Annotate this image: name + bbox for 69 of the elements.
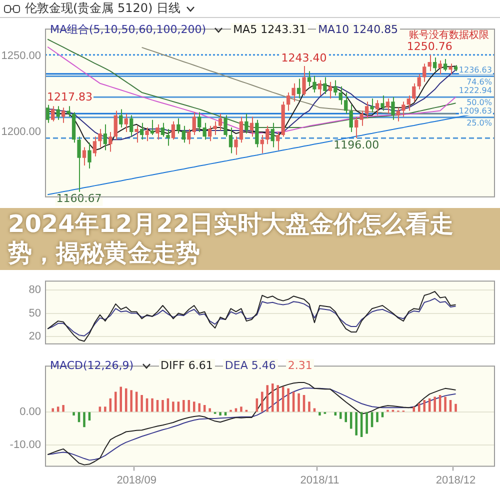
y-tick-label: 50 <box>28 307 41 320</box>
y-tick-label: 0.00 <box>20 406 41 418</box>
y-tick-label: 1250.00 <box>1 50 41 62</box>
bar <box>219 412 222 416</box>
ref-line-label: 1209.63 <box>458 106 492 116</box>
bar <box>261 392 264 412</box>
bar <box>454 404 457 412</box>
bar <box>182 400 185 412</box>
text: DEA 5.46 <box>222 359 278 372</box>
bar <box>350 412 352 429</box>
chart-subtitle: 伦敦金现(贵金属 5120) 日线 <box>25 0 181 17</box>
text: 2024年12月22日实时大盘金价怎么看走势，揭秘黄金走势 <box>0 208 500 270</box>
bar <box>366 412 368 434</box>
bar <box>287 388 290 412</box>
bar <box>444 396 446 412</box>
series-label: 2.31 <box>286 359 314 372</box>
bar <box>130 390 132 412</box>
ref-line-label: 1222.94 <box>458 86 492 96</box>
annotation: 账号没有数据权限 <box>409 29 489 42</box>
bar <box>198 403 200 412</box>
bar <box>240 406 242 412</box>
x-tick-label: 2018/12 <box>436 474 476 486</box>
y-tick-label: 20 <box>28 330 41 343</box>
bar <box>318 412 321 416</box>
bar <box>224 412 227 416</box>
bar <box>151 398 154 412</box>
bar <box>298 393 300 412</box>
y-tick-label: -10.00 <box>10 439 41 452</box>
text: MA10 1240.85 <box>316 23 400 36</box>
x-tick-label: 2018/09 <box>116 474 156 486</box>
bar <box>418 403 420 412</box>
bar <box>334 412 337 416</box>
annotation: 1250.76 <box>406 40 452 54</box>
bar <box>340 412 342 419</box>
annotation: 74.6% <box>466 77 492 86</box>
bar <box>193 402 196 412</box>
text: MA5 1243.31 <box>231 23 308 36</box>
annotation: 1160.67 <box>56 192 102 206</box>
y-tick-label: 80 <box>28 284 41 296</box>
bar <box>104 406 106 412</box>
ref-line-label: 1236.63 <box>458 65 492 74</box>
bar <box>376 412 378 422</box>
bar <box>355 412 358 436</box>
x-tick-label: 2018/11 <box>300 474 340 486</box>
bar <box>140 395 143 412</box>
bar <box>344 412 347 422</box>
legend-title: MACD(12,26,9) <box>50 359 134 372</box>
bar <box>114 392 117 412</box>
annotation: 25.0% <box>466 118 492 128</box>
annotation: 1243.40 <box>281 51 327 64</box>
bar <box>208 408 211 412</box>
text: DIFF 6.61 <box>158 359 215 372</box>
annotation: 1217.83 <box>46 90 92 104</box>
y-tick-label: 1200.00 <box>1 126 41 138</box>
bar <box>172 402 174 412</box>
bar <box>434 396 436 412</box>
bar <box>120 386 122 412</box>
bar <box>423 400 426 412</box>
bar <box>83 412 86 428</box>
bar <box>72 412 75 416</box>
annotation: 1196.00 <box>334 138 380 152</box>
bar <box>276 385 279 412</box>
candlestick <box>66 106 70 118</box>
annotation: 50.0% <box>466 98 492 108</box>
bar <box>52 408 54 412</box>
bar <box>308 402 310 412</box>
legend-title: MA组合(5,10,50,60,100,200) <box>50 22 206 37</box>
bar <box>62 404 64 412</box>
bar <box>162 400 164 412</box>
